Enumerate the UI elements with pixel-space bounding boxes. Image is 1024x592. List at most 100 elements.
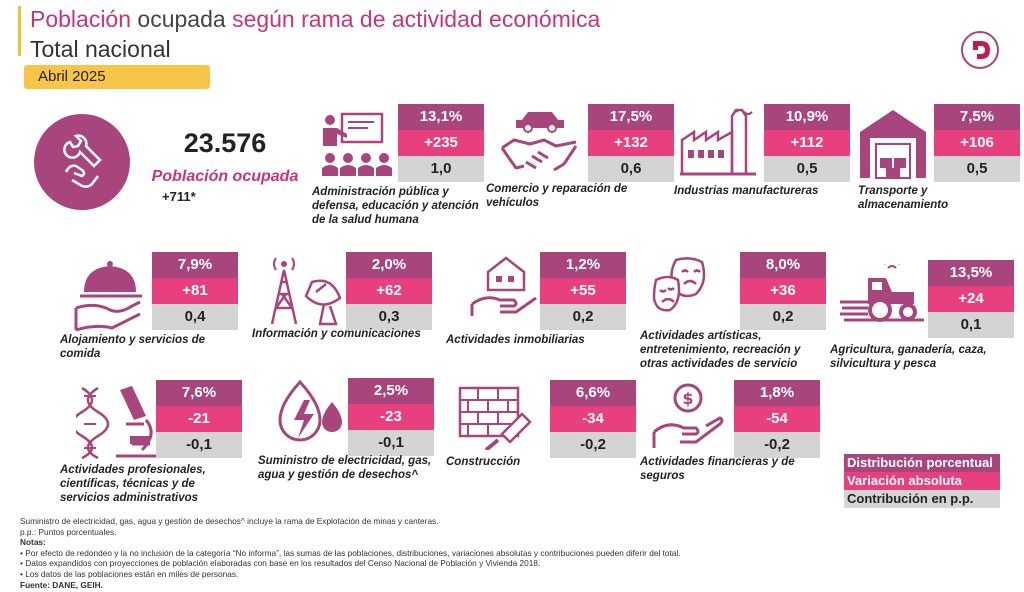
abs-cell: +81 [152, 278, 238, 304]
pp-cell: 0,2 [540, 304, 626, 330]
abs-cell: +36 [740, 278, 826, 304]
note-line: • Por efecto de redondeo y la no inclusi… [20, 547, 681, 558]
pp-cell: 0,1 [928, 312, 1014, 338]
note-line: • Datos expandidos con proyecciones de p… [20, 558, 541, 569]
sector-label: Construcción [446, 456, 521, 468]
dna-microscope-icon [76, 386, 156, 460]
stats-box: 1,8% -54 -0,2 [734, 380, 820, 458]
pct-cell: 7,9% [152, 252, 238, 278]
stats-box: 13,1% +235 1,0 [398, 104, 484, 182]
abs-cell: -23 [348, 404, 434, 430]
pp-cell: 0,2 [740, 304, 826, 330]
sector-label: Administración pública y defensa, educac… [312, 186, 479, 226]
note-line: • Los datos de las poblaciones están en … [20, 568, 239, 579]
factory-icon [680, 108, 756, 176]
abs-cell: +55 [540, 278, 626, 304]
theater-masks-icon [652, 257, 706, 312]
legend: Distribución porcentual Variación absolu… [844, 454, 1000, 508]
cloche-icon [74, 261, 142, 332]
pp-cell: -0,2 [734, 432, 820, 458]
legend-variation: Variación absoluta [844, 472, 1000, 490]
sector-label: Actividades artísticas, entretenimiento,… [640, 330, 801, 370]
sector-label: Industrias manufactureras [674, 185, 819, 197]
tractor-icon [840, 264, 924, 322]
hero-variation: +711* [162, 189, 196, 204]
worker-hands-icon [63, 134, 102, 188]
stats-box: 2,0% +62 0,3 [346, 252, 432, 330]
hero-circle [34, 114, 130, 210]
footnotes: Suministro de electricidad, gas, agua y … [20, 516, 1000, 590]
abs-cell: -34 [550, 406, 636, 432]
sector-label: Suministro de electricidad, gas, agua y … [258, 455, 432, 481]
abs-cell: +112 [764, 130, 850, 156]
abs-cell: +62 [346, 278, 432, 304]
warehouse-icon [860, 110, 926, 179]
pct-cell: 2,0% [346, 252, 432, 278]
stats-box: 10,9% +112 0,5 [764, 104, 850, 182]
date-badge: Abril 2025 [24, 65, 210, 89]
pct-cell: 1,2% [540, 252, 626, 278]
hero-label: Población ocupada [151, 168, 299, 185]
money-hand-icon: $ [652, 383, 724, 448]
pct-cell: 2,5% [348, 378, 434, 404]
stats-box: 17,5% +132 0,6 [588, 104, 674, 182]
abs-cell: +24 [928, 286, 1014, 312]
source-line: Fuente: DANE, GEIH. [20, 579, 103, 590]
legend-contribution: Contribución en p.p. [844, 490, 1000, 508]
house-hand-icon [470, 256, 537, 316]
dane-logo-icon [961, 31, 999, 69]
stats-box: 7,9% +81 0,4 [152, 252, 238, 330]
abs-cell: +132 [588, 130, 674, 156]
stats-box: 7,5% +106 0,5 [934, 104, 1020, 182]
page-title: Población ocupada según rama de activida… [30, 6, 600, 32]
hero-total: 23.576 [183, 128, 267, 158]
stats-box: 1,2% +55 0,2 [540, 252, 626, 330]
abs-cell: -21 [156, 406, 242, 432]
abs-cell: -54 [734, 406, 820, 432]
pp-cell: -0,1 [348, 430, 434, 456]
sector-label: Comercio y reparación de vehículos [486, 183, 628, 209]
sector-label: Actividades inmobiliarias [446, 334, 585, 346]
pct-cell: 13,5% [928, 260, 1014, 286]
title-accent-bar [18, 6, 21, 56]
pct-cell: 13,1% [398, 104, 484, 130]
notes-heading: Notas: [20, 537, 46, 548]
sector-label: Transporte y almacenamiento [858, 185, 949, 211]
electricity-water-icon [278, 379, 342, 442]
stats-box: 7,6% -21 -0,1 [156, 380, 242, 458]
pct-cell: 17,5% [588, 104, 674, 130]
pp-cell: -0,2 [550, 432, 636, 458]
pp-cell: 1,0 [398, 156, 484, 182]
pct-cell: 10,9% [764, 104, 850, 130]
sector-label: Actividades financieras y de seguros [640, 456, 795, 482]
svg-text:$: $ [682, 389, 693, 408]
brick-trowel-icon [458, 386, 532, 450]
pct-cell: 1,8% [734, 380, 820, 406]
handshake-car-icon [500, 112, 578, 172]
pp-cell: 0,4 [152, 304, 238, 330]
pp-cell: -0,1 [156, 432, 242, 458]
pct-cell: 8,0% [740, 252, 826, 278]
teacher-icon [322, 112, 392, 176]
title-part-1: Población [30, 6, 132, 32]
stats-box: 8,0% +36 0,2 [740, 252, 826, 330]
pp-cell: 0,5 [764, 156, 850, 182]
pct-cell: 7,6% [156, 380, 242, 406]
abs-cell: +106 [934, 130, 1020, 156]
sector-label: Agricultura, ganadería, caza, silvicultu… [830, 344, 987, 370]
sector-label: Información y comunicaciones [252, 328, 421, 340]
stats-box: 13,5% +24 0,1 [928, 260, 1014, 338]
pct-cell: 7,5% [934, 104, 1020, 130]
pct-cell: 6,6% [550, 380, 636, 406]
pp-cell: 0,5 [934, 156, 1020, 182]
title-part-3: según rama de actividad económica [232, 6, 601, 32]
sector-label: Actividades profesionales, científicas, … [60, 464, 206, 504]
sector-label: Alojamiento y servicios de comida [60, 334, 206, 360]
pp-cell: 0,6 [588, 156, 674, 182]
abs-cell: +235 [398, 130, 484, 156]
stats-box: 2,5% -23 -0,1 [348, 378, 434, 456]
legend-distribution: Distribución porcentual [844, 454, 1000, 472]
pp-cell: 0,3 [346, 304, 432, 330]
page-subtitle: Total nacional [30, 36, 171, 62]
title-part-2: ocupada [137, 6, 226, 32]
